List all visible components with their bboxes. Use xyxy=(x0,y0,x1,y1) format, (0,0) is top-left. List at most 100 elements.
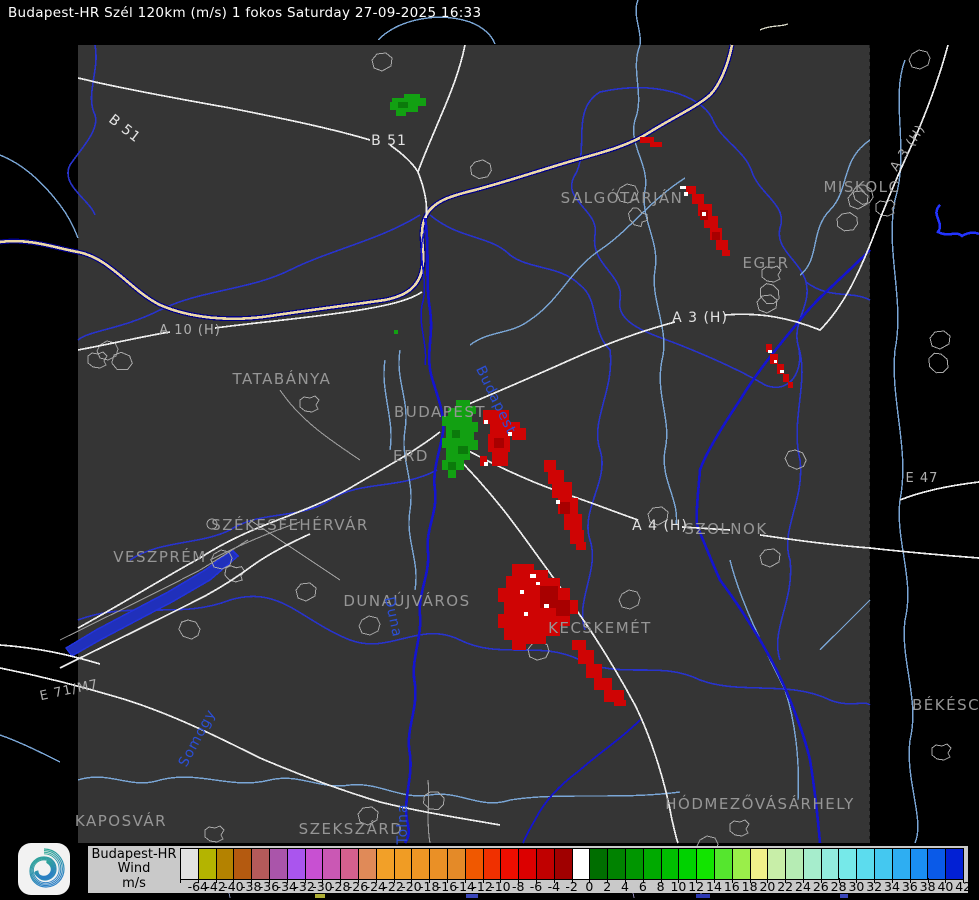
legend-tick xyxy=(518,878,520,883)
legend-tick-label: 32 xyxy=(866,879,883,894)
somogy-river xyxy=(522,719,641,844)
legend-tick xyxy=(340,878,342,883)
legend-cell xyxy=(394,849,413,879)
legend-cell xyxy=(430,849,448,879)
road-m7 xyxy=(77,431,441,629)
legend-tick xyxy=(749,878,751,883)
legend-tick-label: 12 xyxy=(688,879,705,894)
legend-tick-label: -30 xyxy=(312,879,333,894)
county-borders-layer xyxy=(67,44,871,706)
label-dunaujvaros: DUNAÚJVÁROS xyxy=(343,591,470,610)
legend-cell xyxy=(803,849,822,879)
legend-tick-label: 4 xyxy=(621,879,629,894)
label-budapest: BUDAPEST xyxy=(394,403,486,421)
lake-balaton xyxy=(64,549,240,657)
legend-tick xyxy=(874,878,876,883)
legend-tick xyxy=(927,878,929,883)
legend-tick xyxy=(180,878,181,883)
label-tatabanya: TATABÁNYA xyxy=(232,369,332,388)
legend-tick-label: 26 xyxy=(812,879,829,894)
label-salgotarjan: SALGÓTARJÁN xyxy=(561,188,684,207)
legend-cell xyxy=(519,849,537,879)
legend-tick xyxy=(304,878,306,883)
label-road-b51: B 51 xyxy=(371,133,407,149)
legend-tick xyxy=(856,878,858,883)
legend-tick-label: 38 xyxy=(919,879,936,894)
legend-tick-label: -42 xyxy=(205,879,226,894)
legend-tick-label: -20 xyxy=(401,879,422,894)
legend-tick xyxy=(963,878,965,883)
product-title: Budapest-HR Szél 120km (m/s) 1 fokos Sat… xyxy=(8,5,482,21)
legend-tick-label: -28 xyxy=(329,879,351,894)
legend-tick xyxy=(411,878,413,883)
legend-cell xyxy=(732,849,751,879)
legend-tick-label: -14 xyxy=(454,879,476,894)
legend-unit: m/s xyxy=(122,875,146,891)
legend-panel: Budapest-HR Wind m/s -64 -42 -40 -38 -36 -34-… xyxy=(88,846,971,894)
rivers-light-layer xyxy=(0,0,919,844)
legend-tick xyxy=(945,878,947,883)
legend-cell xyxy=(875,849,893,879)
tisza-river xyxy=(695,249,871,844)
legend-tick xyxy=(820,878,822,883)
legend-tick-label: 8 xyxy=(656,879,665,894)
legend-tick-label: 28 xyxy=(830,879,847,894)
legend-cell xyxy=(697,849,715,879)
legend-cell xyxy=(376,849,395,879)
bright-river xyxy=(935,204,979,238)
label-region-tolna: Tolna xyxy=(395,803,411,845)
legend-tick xyxy=(322,878,324,883)
legend-tick-label: 18 xyxy=(741,879,758,894)
legend-tick-label: 24 xyxy=(795,879,811,894)
legend-product: Budapest-HR xyxy=(91,846,177,862)
legend-tick xyxy=(714,878,715,883)
legend-tick xyxy=(197,878,199,883)
legend-cell xyxy=(358,849,377,879)
legend-cell xyxy=(750,849,769,879)
legend-tick xyxy=(286,878,288,883)
legend-product-box: Budapest-HR Wind m/s xyxy=(88,846,180,893)
legend-cell xyxy=(625,849,644,879)
legend-tick-label: -36 xyxy=(258,879,280,894)
legend-tick-label: 10 xyxy=(670,879,687,894)
legend-cell xyxy=(857,849,876,879)
legend-tick xyxy=(571,878,573,883)
label-szekesfehervar: SZÉKESFEHÉRVÁR xyxy=(211,515,369,534)
legend-cell xyxy=(447,849,466,879)
legend-tick xyxy=(429,878,431,883)
label-road-a3-ne: A 3 (H) xyxy=(888,122,929,174)
road-m5 xyxy=(447,447,679,844)
danube-river xyxy=(403,217,445,844)
legend-parameter: Wind xyxy=(117,861,151,877)
road-a3 xyxy=(449,44,949,413)
legend-cell xyxy=(786,849,804,879)
echo-white-specks-layer xyxy=(484,186,784,616)
legend-tick xyxy=(785,878,787,883)
label-szekszard: SZEKSZÁRD xyxy=(299,819,404,838)
legend-tick xyxy=(803,878,804,883)
legend-tick-label: -12 xyxy=(472,879,493,894)
legend-tick xyxy=(909,878,911,883)
legend-tick-label: -26 xyxy=(347,879,369,894)
label-szolnok: SZOLNOK xyxy=(684,520,767,538)
legend-tick xyxy=(660,878,662,883)
legend-tick-label: -24 xyxy=(365,879,387,894)
legend-tick-label: 20 xyxy=(759,879,776,894)
country-border-layer xyxy=(0,44,735,322)
legend-cell xyxy=(679,849,698,879)
legend-tick-label: -10 xyxy=(490,879,511,894)
echo-green-budapest xyxy=(442,400,478,478)
label-road-e47: E 47 xyxy=(906,471,939,486)
echo-red-kecskemet xyxy=(498,564,578,650)
legend-tick-label: 30 xyxy=(848,879,865,894)
road-e71 xyxy=(0,667,501,826)
legend-tick xyxy=(536,878,537,883)
legend-cell xyxy=(572,849,591,879)
legend-tick-label: -38 xyxy=(240,879,262,894)
legend-tick-label: -16 xyxy=(436,879,458,894)
legend-cell xyxy=(910,849,929,879)
legend-cell xyxy=(269,849,288,879)
legend-tick-label: 36 xyxy=(901,879,918,894)
echo-red-dark-layer xyxy=(494,210,720,616)
